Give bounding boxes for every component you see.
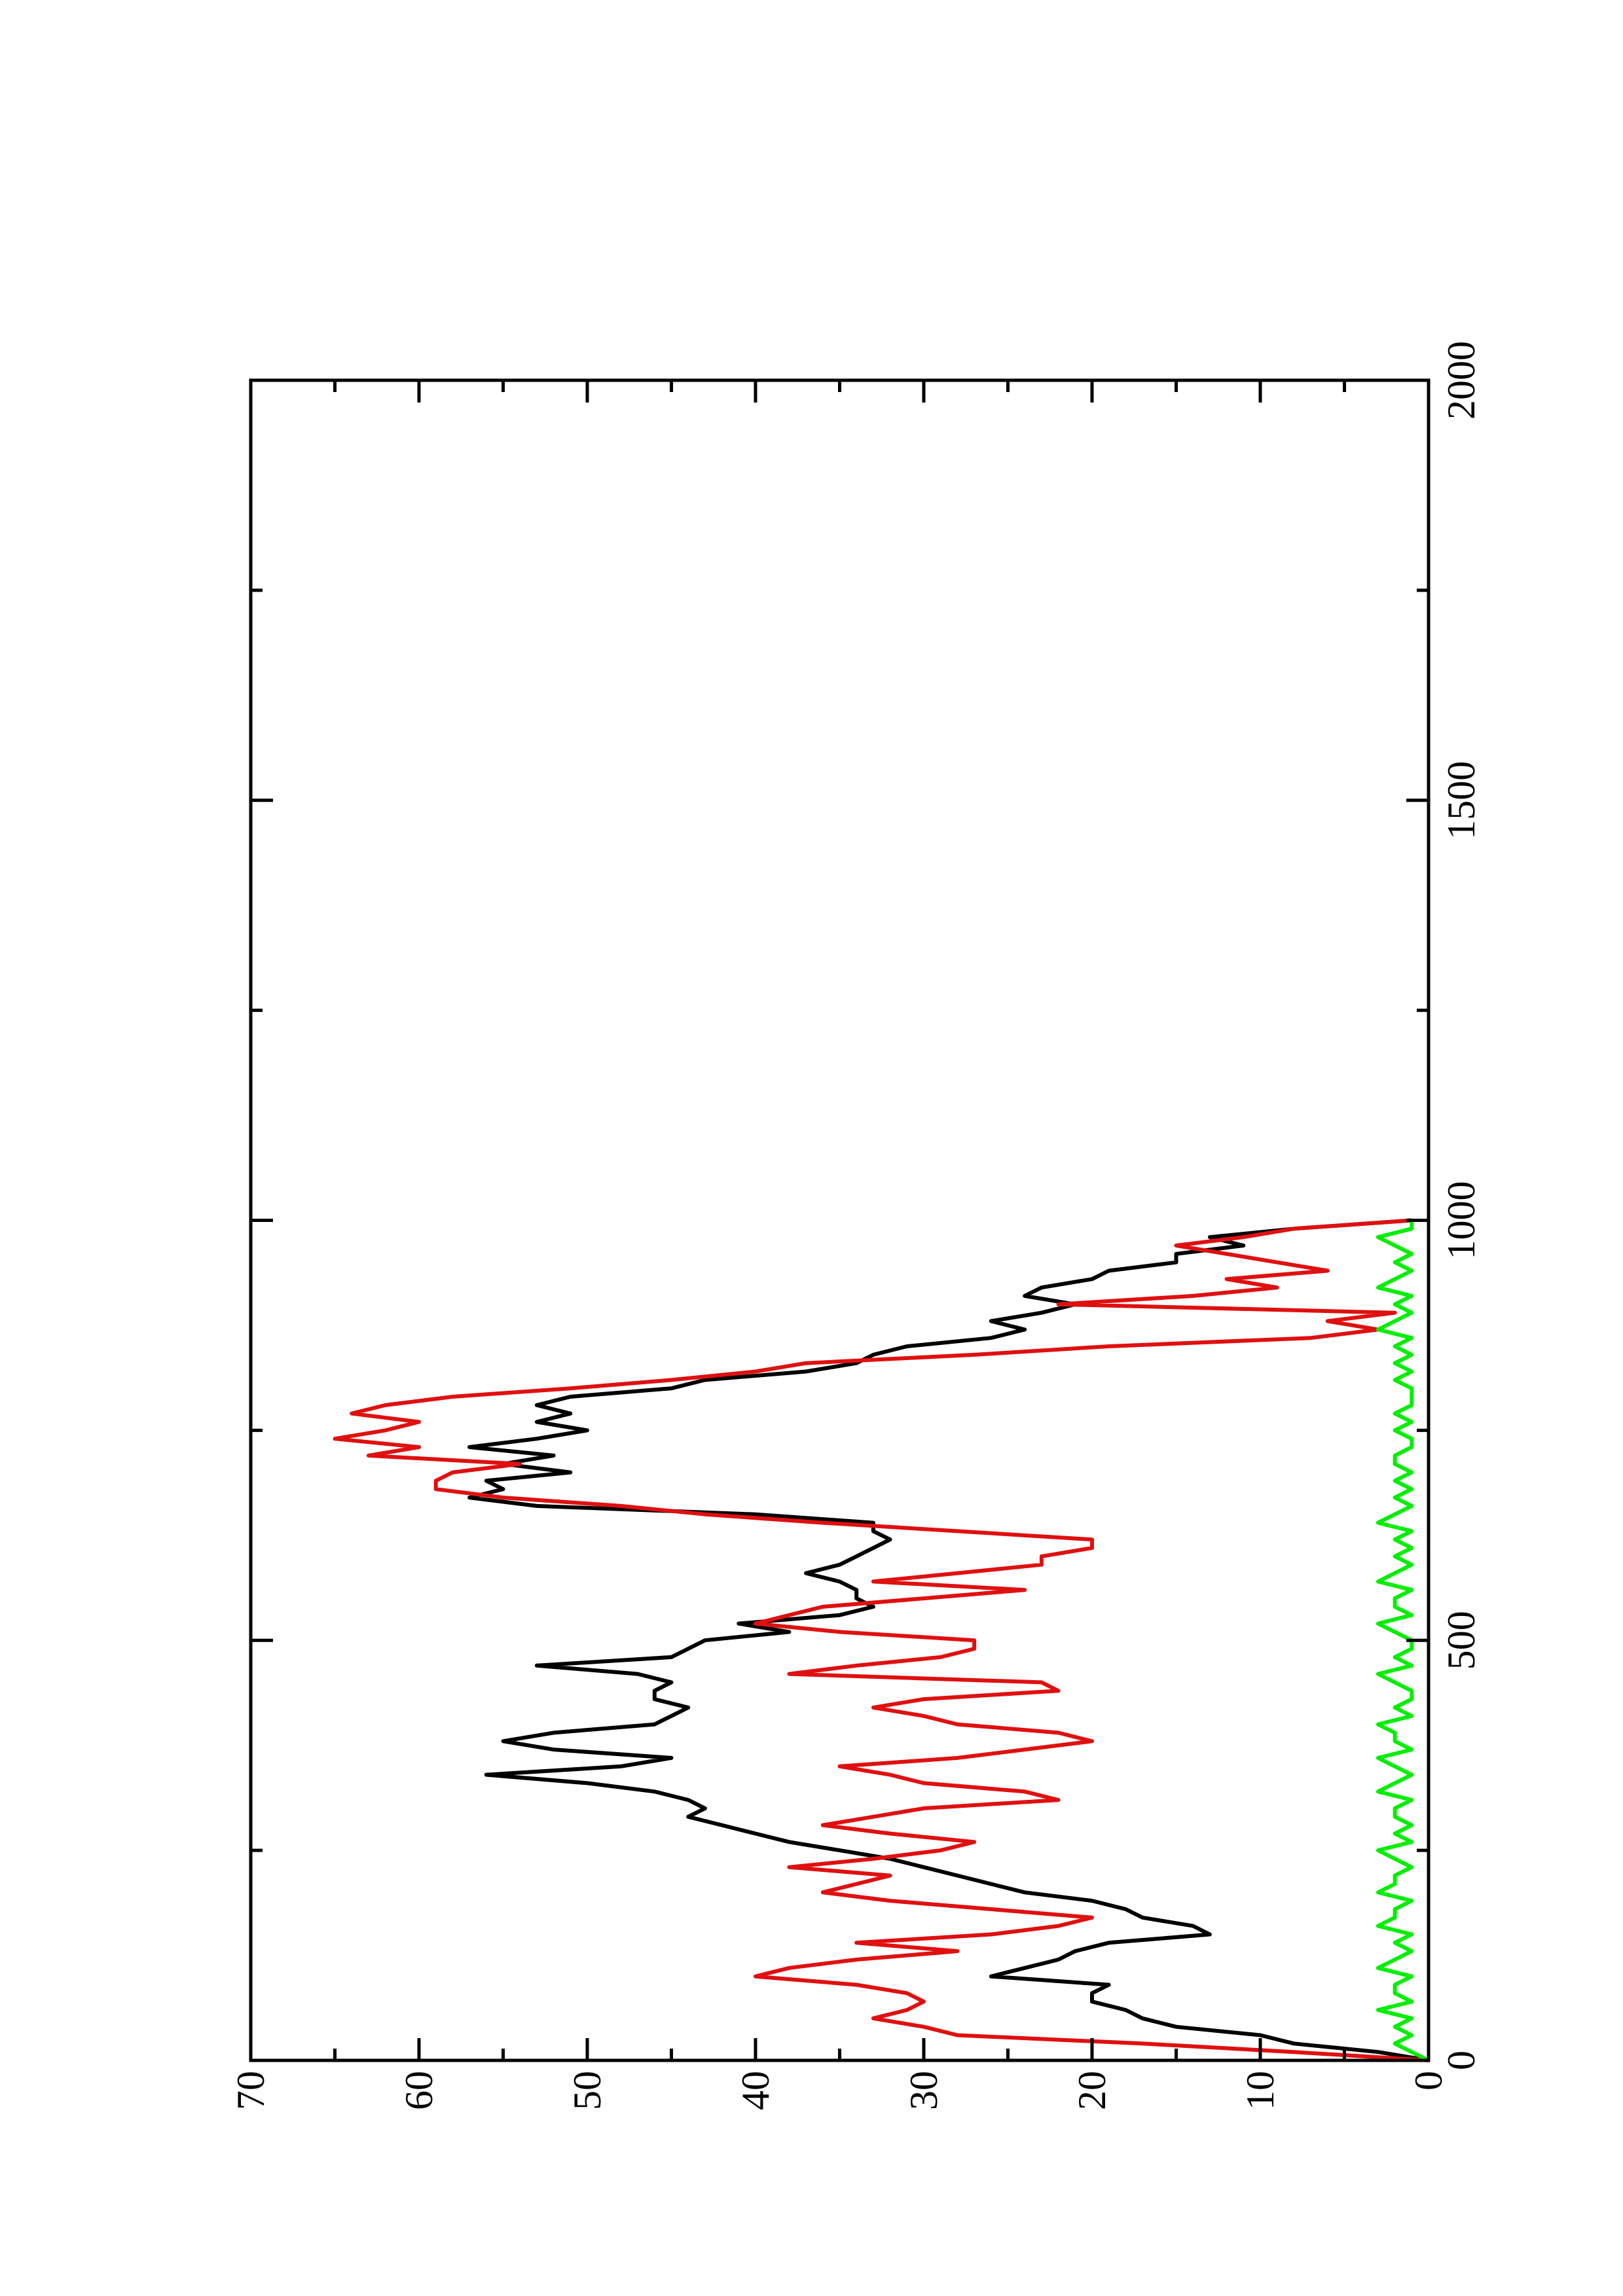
y-tick-label: 10 <box>1239 2071 1282 2110</box>
y-tick-label: 70 <box>229 2071 272 2110</box>
x-tick-label: 0 <box>1440 2051 1483 2070</box>
y-tick-label: 20 <box>1070 2071 1114 2110</box>
y-tick-label: 60 <box>397 2071 441 2110</box>
plot-frame <box>249 378 1431 2062</box>
series-line <box>333 1218 1429 2062</box>
x-tick-label: 500 <box>1440 1611 1483 1670</box>
plot-area: 0 500 1000 1500 2000 0 10 20 30 40 50 60 70 <box>229 341 1483 2110</box>
y-tick-label: 30 <box>902 2071 945 2110</box>
x-tick-label: 2000 <box>1440 341 1483 420</box>
y-tick-label: 0 <box>1407 2071 1450 2090</box>
x-tick-label: 1500 <box>1440 761 1483 840</box>
y-tick-label: 40 <box>734 2071 777 2110</box>
x-tick-label: 1000 <box>1440 1181 1483 1260</box>
y-tick-label: 50 <box>566 2071 609 2110</box>
